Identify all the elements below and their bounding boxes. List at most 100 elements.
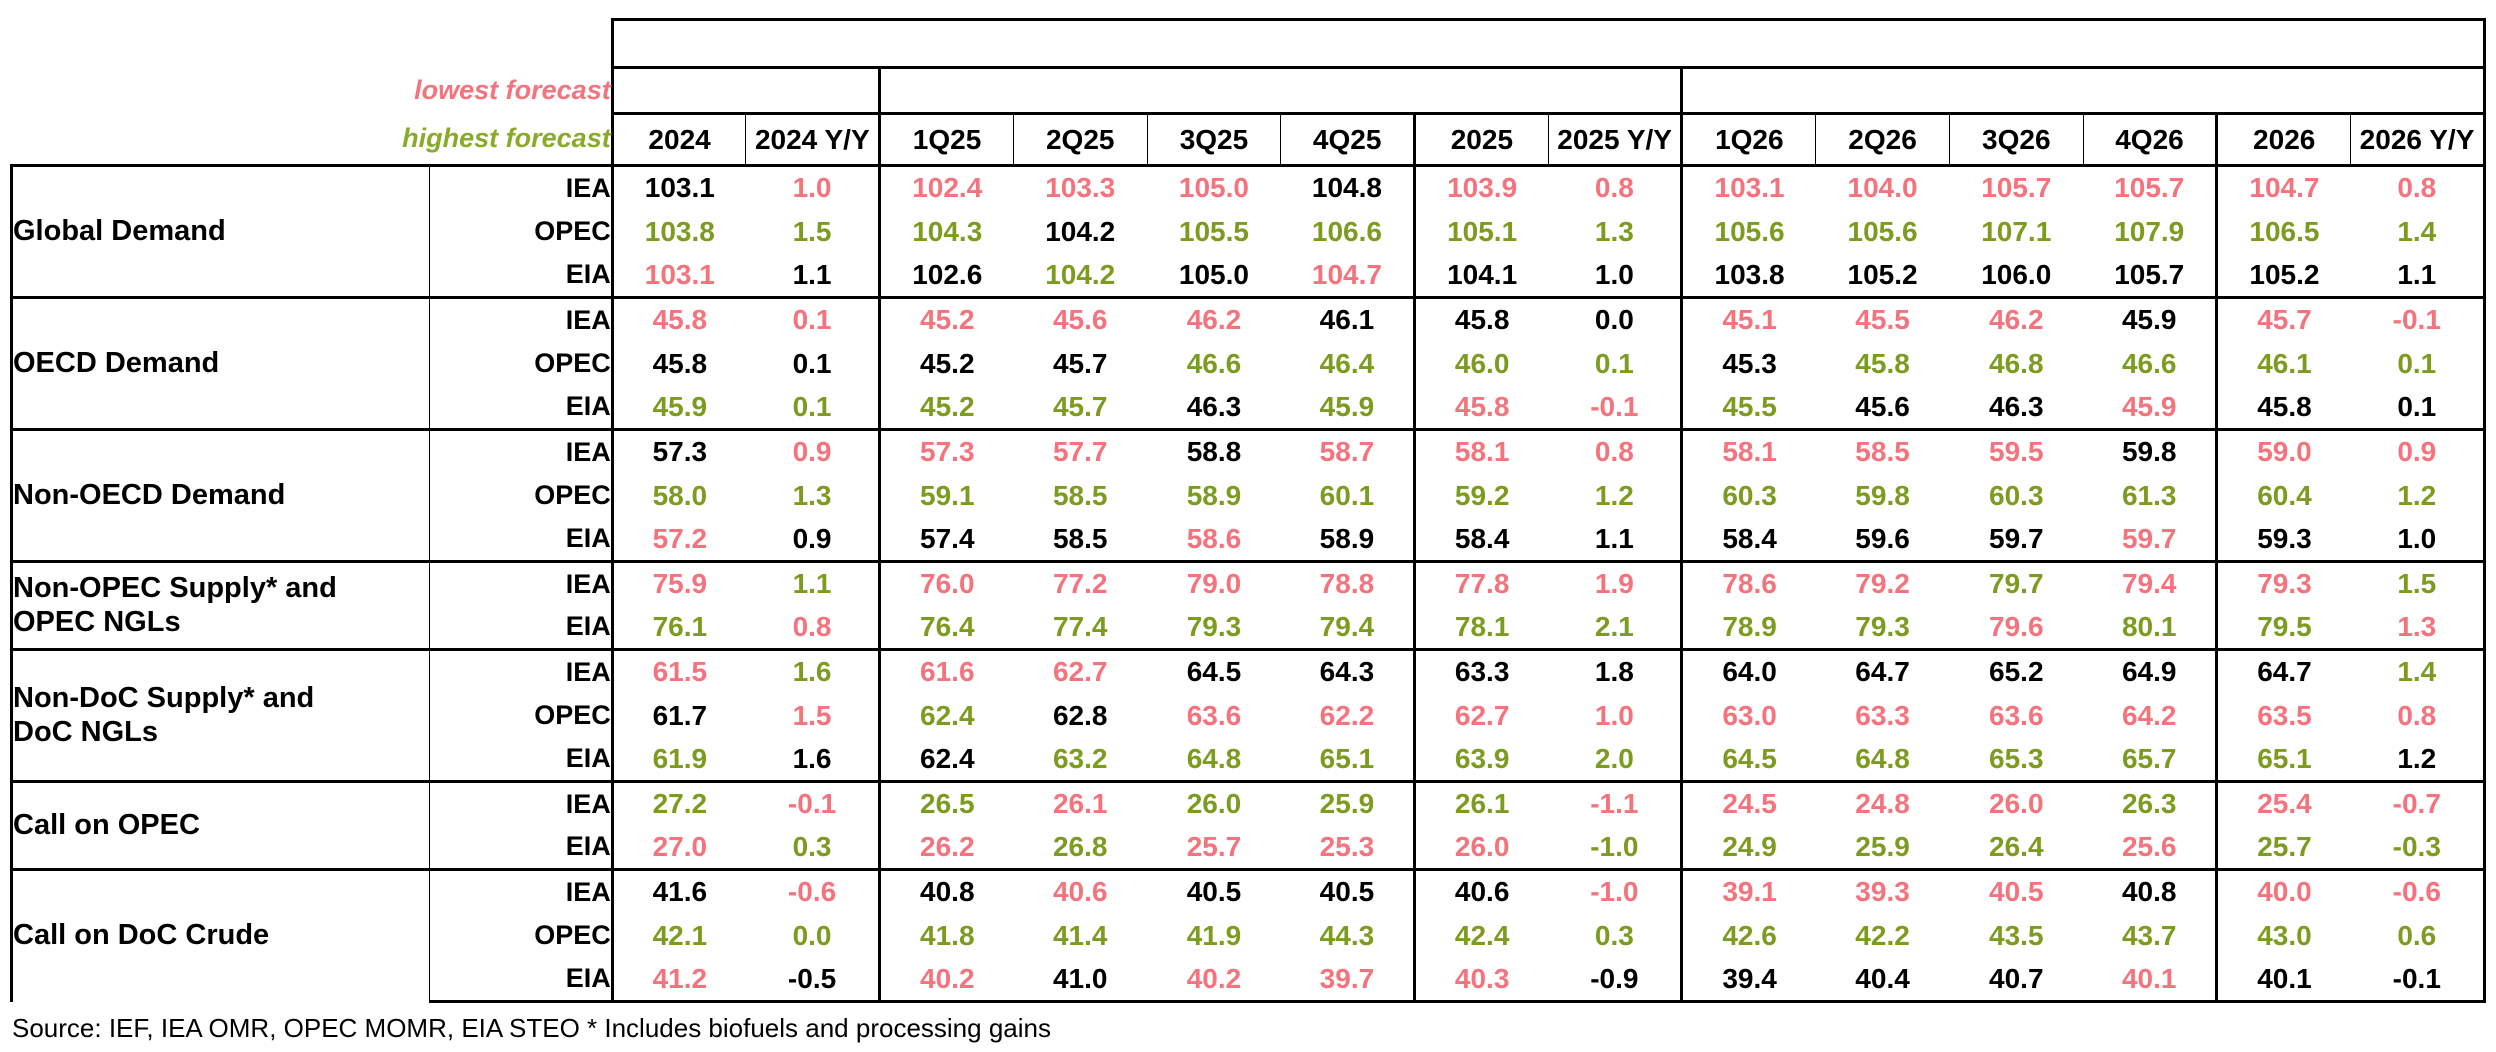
- column-header-row: highest forecast 2024 2024 Y/Y 1Q25 2Q25…: [11, 112, 2486, 167]
- section-label-line2: OPEC NGLs: [13, 605, 181, 638]
- cell-2024: 41.6: [612, 868, 746, 914]
- table-row: EIA 27.0 0.3 26.2 26.8 25.7 25.3 26.0 -1.0 24.9 25…: [12, 825, 2486, 871]
- cell-2025-y-y: 1.1: [1548, 517, 1684, 563]
- cell-3q25: 46.6: [1147, 341, 1281, 386]
- cell-1q26: 58.4: [1681, 517, 1816, 563]
- cell-2024: 45.8: [612, 341, 746, 386]
- cell-2025-y-y: 1.8: [1548, 648, 1684, 694]
- cell-1q25: 62.4: [879, 737, 1014, 783]
- cell-2q25: 58.5: [1013, 517, 1148, 563]
- col-header-2026-yy: 2026 Y/Y: [2350, 112, 2486, 167]
- agency-label: OPEC: [429, 913, 614, 958]
- cell-4q25: 104.7: [1280, 253, 1417, 299]
- table-row: OPEC 61.7 1.5 62.4 62.8 63.6 62.2 62.7 1.0 63.0 63…: [12, 693, 2486, 738]
- cell-3q26: 60.3: [1949, 473, 2084, 518]
- cell-2024: 27.2: [612, 780, 746, 826]
- cell-1q25: 26.5: [879, 780, 1014, 826]
- year-group-2026: 2026: [1680, 66, 2486, 115]
- cell-2q26: 25.9: [1815, 825, 1950, 871]
- cell-2025-y-y: 1.0: [1548, 693, 1684, 738]
- cell-1q26: 39.1: [1681, 868, 1816, 914]
- cell-1q26: 64.5: [1681, 737, 1816, 783]
- cell-2q25: 77.2: [1013, 560, 1148, 606]
- cell-4q25: 78.8: [1280, 560, 1417, 606]
- table-row: Global Demand IEA 103.1 1.0 102.4 103.3 105.0 1…: [10, 164, 2486, 298]
- cell-1q25: 102.6: [879, 253, 1014, 299]
- cell-2026-y-y: 1.0: [2350, 517, 2486, 563]
- table-row: OPEC 42.1 0.0 41.8 41.4 41.9 44.3 42.4 0.3 42.6 42…: [12, 913, 2486, 958]
- cell-1q26: 45.3: [1681, 341, 1816, 386]
- cell-2q26: 42.2: [1815, 913, 1950, 958]
- cell-1q25: 45.2: [879, 296, 1014, 342]
- cell-2q25: 26.1: [1013, 780, 1148, 826]
- cell-4q26: 64.9: [2083, 648, 2219, 694]
- section-label-line2: DoC NGLs: [13, 715, 158, 748]
- table-row: Non-OECD Demand IEA 57.3 0.9 57.3 57.7 58.8 58.…: [10, 428, 2486, 562]
- cell-2026: 63.5: [2216, 693, 2351, 738]
- cell-2026: 65.1: [2216, 737, 2351, 783]
- cell-4q25: 64.3: [1280, 648, 1417, 694]
- cell-4q25: 46.1: [1280, 296, 1417, 342]
- cell-1q25: 57.4: [879, 517, 1014, 563]
- cell-2024-y-y: 1.5: [745, 693, 882, 738]
- cell-2024-y-y: 0.9: [745, 517, 882, 563]
- agency-label: OPEC: [429, 473, 614, 518]
- cell-2024: 27.0: [612, 825, 746, 871]
- cell-2024-y-y: 0.3: [745, 825, 882, 871]
- cell-3q25: 105.5: [1147, 209, 1281, 254]
- cell-2026: 105.2: [2216, 253, 2351, 299]
- cell-2q26: 64.8: [1815, 737, 1950, 783]
- cell-2025: 26.1: [1414, 780, 1549, 826]
- cell-4q25: 45.9: [1280, 385, 1417, 431]
- cell-2026: 59.3: [2216, 517, 2351, 563]
- cell-3q26: 46.2: [1949, 296, 2084, 342]
- col-header-2q26: 2Q26: [1815, 112, 1950, 167]
- cell-1q25: 76.0: [879, 560, 1014, 606]
- cell-2q25: 26.8: [1013, 825, 1148, 871]
- cell-2025-y-y: 0.0: [1548, 296, 1684, 342]
- cell-2024-y-y: 1.0: [745, 164, 882, 210]
- cell-2024-y-y: 0.1: [745, 385, 882, 431]
- cell-2026-y-y: 1.4: [2350, 648, 2486, 694]
- cell-4q25: 25.3: [1280, 825, 1417, 871]
- table-row: Non-OPEC Supply* and OPEC NGLs IEA 75.9 1.1 7…: [10, 560, 2486, 650]
- cell-1q26: 24.5: [1681, 780, 1816, 826]
- cell-2024-y-y: 1.3: [745, 473, 882, 518]
- cell-2026-y-y: 0.8: [2350, 693, 2486, 738]
- legend-lowest-forecast: lowest forecast: [11, 67, 613, 114]
- cell-2q26: 59.6: [1815, 517, 1950, 563]
- agency-label: IEA: [429, 560, 614, 606]
- cell-1q26: 105.6: [1681, 209, 1816, 254]
- cell-2q25: 45.7: [1013, 341, 1148, 386]
- cell-2024-y-y: 1.1: [745, 560, 882, 606]
- table-header: 2024-2026 Balance Summary lowest forecas…: [11, 18, 2487, 167]
- table-row: Non-DoC Supply* and DoC NGLs IEA 61.5 1.6 61.…: [10, 648, 2486, 782]
- cell-2026-y-y: 0.1: [2350, 341, 2486, 386]
- cell-2q26: 59.8: [1815, 473, 1950, 518]
- cell-2025-y-y: 1.0: [1548, 253, 1684, 299]
- cell-2025-y-y: 1.3: [1548, 209, 1684, 254]
- col-header-2024: 2024: [610, 112, 747, 167]
- cell-2026: 43.0: [2216, 913, 2351, 958]
- cell-2025: 26.0: [1414, 825, 1549, 871]
- cell-3q25: 105.0: [1147, 164, 1281, 210]
- cell-2q25: 45.7: [1013, 385, 1148, 431]
- cell-1q25: 62.4: [879, 693, 1014, 738]
- cell-2024: 45.8: [612, 296, 746, 342]
- cell-4q26: 40.1: [2083, 957, 2219, 1003]
- cell-2q25: 62.7: [1013, 648, 1148, 694]
- section-label: Global Demand: [10, 164, 430, 298]
- cell-2q26: 39.3: [1815, 868, 1950, 914]
- section-label: OECD Demand: [10, 296, 430, 430]
- cell-4q25: 79.4: [1280, 605, 1417, 651]
- cell-2025: 59.2: [1414, 473, 1549, 518]
- agency-label: EIA: [429, 253, 614, 299]
- agency-label: EIA: [429, 737, 614, 783]
- cell-2026-y-y: 1.2: [2350, 737, 2486, 783]
- col-header-1q26: 1Q26: [1680, 112, 1817, 167]
- cell-2026: 64.7: [2216, 648, 2351, 694]
- cell-1q26: 78.9: [1681, 605, 1816, 651]
- cell-2025: 62.7: [1414, 693, 1549, 738]
- cell-4q25: 39.7: [1280, 957, 1417, 1003]
- cell-1q25: 59.1: [879, 473, 1014, 518]
